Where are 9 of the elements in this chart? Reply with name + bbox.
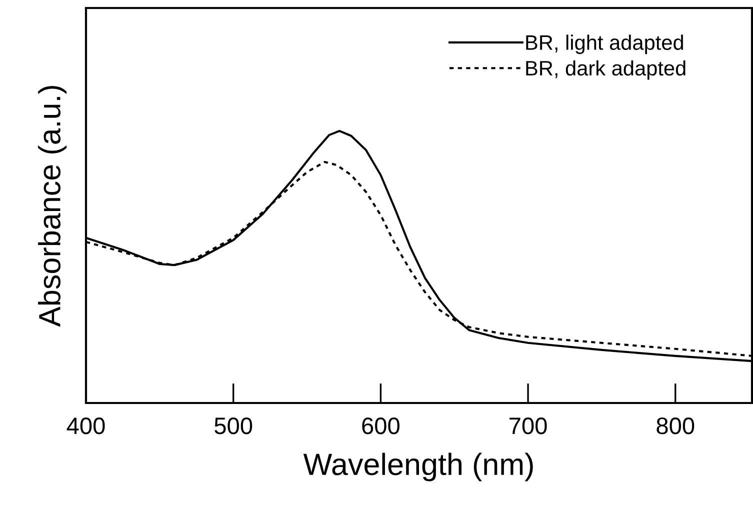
x-tick-label: 600	[362, 418, 400, 434]
legend-label: BR, light adapted	[526, 34, 683, 54]
x-tick-label: 400	[66, 418, 105, 434]
x-tick-label: 500	[214, 418, 252, 434]
y-axis-title: Absorbance (a.u.)	[38, 86, 67, 327]
legend-label: BR, dark adapted	[526, 60, 686, 80]
x-tick-label: 700	[510, 418, 547, 434]
x-tick-label: 800	[656, 418, 694, 434]
x-axis-title: Wavelength (nm)	[303, 452, 533, 482]
